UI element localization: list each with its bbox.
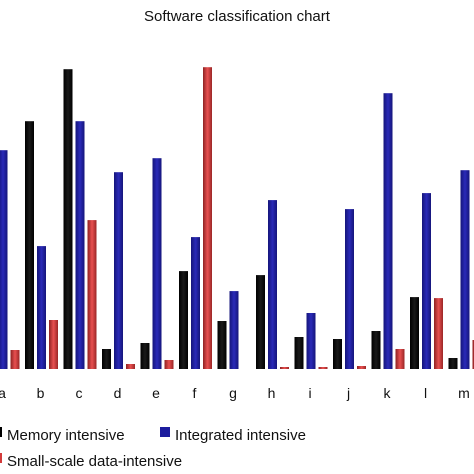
bar-small-scale-data-intensive-d — [126, 364, 135, 369]
bar-small-scale-data-intensive-i — [318, 367, 328, 369]
x-tick-label-f: f — [193, 385, 197, 401]
bar-memory-intensive-h — [256, 275, 265, 369]
bar-integrated-intensive-f — [191, 237, 200, 369]
x-tick-label-b: b — [37, 385, 45, 401]
legend-swatch-small-scale-data-intensive — [0, 453, 2, 463]
x-tick-label-a: a — [0, 385, 6, 401]
bar-small-scale-data-intensive-h — [280, 367, 289, 369]
bar-small-scale-data-intensive-c — [87, 220, 97, 369]
x-tick-label-h: h — [268, 385, 276, 401]
bar-small-scale-data-intensive-b — [49, 320, 58, 369]
x-tick-labels: a b c d e f g h i j k l m — [0, 385, 470, 401]
x-tick-label-j: j — [346, 385, 350, 401]
legend-swatch-memory-intensive — [0, 427, 2, 437]
x-tick-label-e: e — [152, 385, 160, 401]
bar-memory-intensive-l — [410, 297, 419, 369]
bar-small-scale-data-intensive-f — [203, 67, 212, 369]
bar-integrated-intensive-d — [114, 172, 123, 369]
legend-label-integrated-intensive: Integrated intensive — [175, 427, 306, 444]
x-tick-label-c: c — [76, 385, 83, 401]
legend: Memory intensive Integrated intensive Sm… — [0, 427, 306, 470]
bar-memory-intensive-d — [102, 349, 111, 369]
bar-small-scale-data-intensive-m — [472, 340, 474, 369]
bar-memory-intensive-c — [63, 69, 73, 369]
x-tick-label-k: k — [384, 385, 392, 401]
chart-title: Software classification chart — [144, 8, 331, 25]
bar-small-scale-data-intensive-a — [10, 350, 20, 369]
x-tick-label-i: i — [308, 385, 311, 401]
bar-small-scale-data-intensive-l — [434, 298, 443, 369]
bar-memory-intensive-k — [371, 331, 381, 369]
legend-swatch-integrated-intensive — [160, 427, 170, 437]
bar-memory-intensive-f — [179, 271, 188, 369]
bar-memory-intensive-e — [140, 343, 150, 369]
bar-memory-intensive-b — [25, 121, 34, 369]
bar-integrated-intensive-g — [229, 291, 239, 369]
bar-memory-intensive-g — [217, 321, 227, 369]
bar-integrated-intensive-k — [383, 93, 393, 369]
bar-integrated-intensive-l — [422, 193, 431, 369]
bar-integrated-intensive-i — [306, 313, 316, 369]
bar-integrated-intensive-j — [345, 209, 354, 369]
bar-integrated-intensive-h — [268, 200, 277, 369]
x-tick-label-l: l — [424, 385, 427, 401]
x-tick-label-d: d — [114, 385, 122, 401]
bar-integrated-intensive-c — [75, 121, 85, 369]
bar-small-scale-data-intensive-j — [357, 366, 366, 369]
bar-memory-intensive-j — [333, 339, 342, 369]
bar-integrated-intensive-b — [37, 246, 46, 369]
legend-label-small-scale-data-intensive: Small-scale data-intensive — [7, 453, 182, 470]
legend-label-memory-intensive: Memory intensive — [7, 427, 125, 444]
bar-memory-intensive-i — [294, 337, 304, 369]
bar-integrated-intensive-m — [460, 170, 470, 369]
bar-small-scale-data-intensive-k — [395, 349, 405, 369]
x-tick-label-m: m — [458, 385, 470, 401]
bar-memory-intensive-m — [448, 358, 458, 369]
bar-integrated-intensive-e — [152, 158, 162, 369]
x-tick-label-g: g — [229, 385, 237, 401]
bar-small-scale-data-intensive-e — [164, 360, 174, 369]
bars-group — [0, 67, 474, 369]
bar-integrated-intensive-a — [0, 150, 8, 369]
